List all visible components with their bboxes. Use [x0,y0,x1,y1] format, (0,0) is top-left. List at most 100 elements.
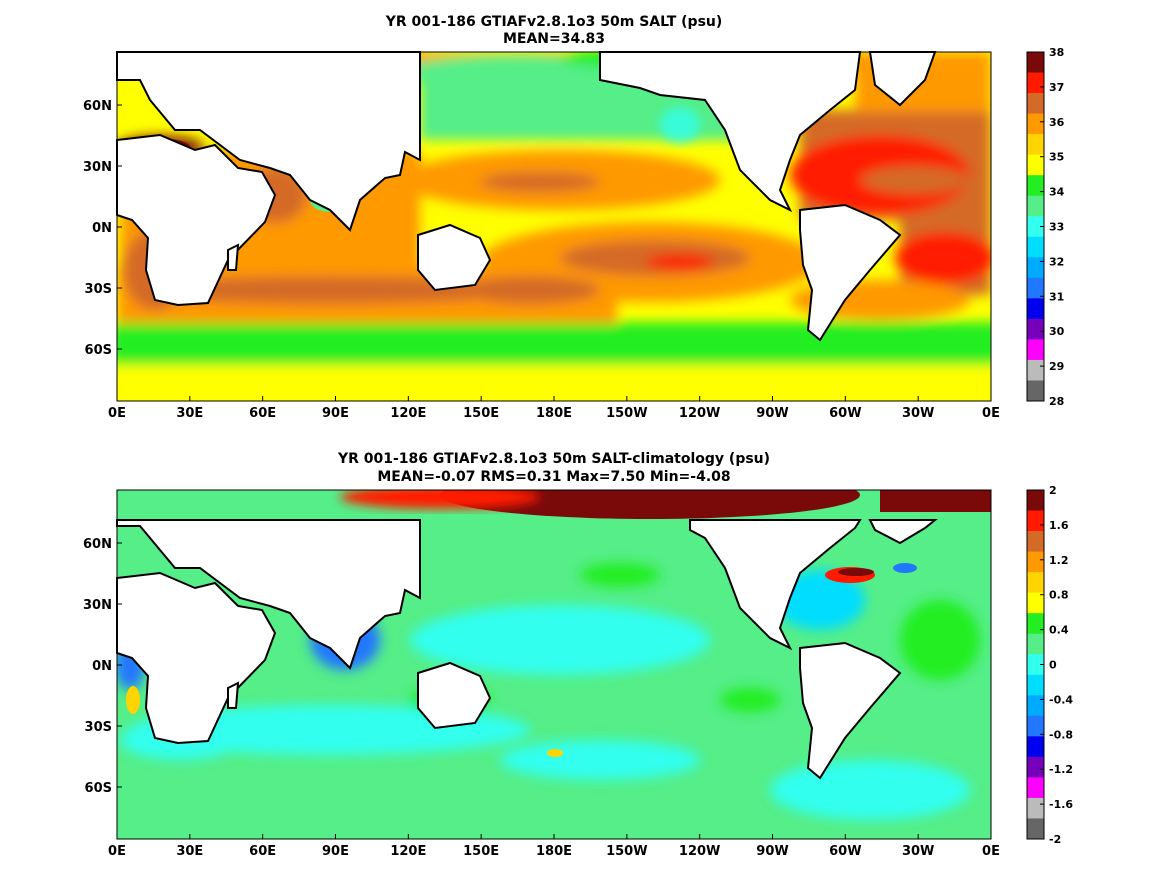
y-tick-label: 60S [85,781,112,796]
colorbar-swatch [1027,531,1044,553]
colorbar-swatch [1027,52,1044,74]
colorbar-tick-label: 1.2 [1049,554,1069,567]
colorbar-tick-label: 37 [1049,81,1064,94]
colorbar-swatch [1027,654,1044,676]
x-tick-label: 180E [536,406,572,421]
y-tick-label: 60N [83,99,112,114]
colorbar-swatch [1027,736,1044,758]
x-tick-label: 30E [176,844,203,859]
x-tick-label: 30W [902,406,934,421]
x-tick-label: 90E [322,406,349,421]
colorbar-swatch [1027,154,1044,176]
colorbar-swatch [1027,818,1044,840]
panel1-subtitle: MEAN=34.83 [503,31,605,47]
colorbar-swatch [1027,510,1044,532]
colorbar-tick-label: 32 [1049,255,1064,268]
colorbar-swatch [1027,490,1044,512]
colorbar-swatch [1027,633,1044,655]
x-tick-label: 120W [679,844,720,859]
colorbar-swatch [1027,777,1044,799]
panel2-x-axis: 0E 30E 60E 90E 120E 150E 180E 150W 120W 90W 60W 30W… [108,834,1000,859]
colorbar-tick-label: -0.4 [1049,693,1073,706]
colorbar-swatch [1027,72,1044,94]
panel1-title: YR 001-186 GTIAFv2.8.1o3 50m SALT (psu) [385,14,723,30]
x-tick-label: 0E [108,406,126,421]
x-tick-label: 150W [606,844,647,859]
x-tick-label: 60W [829,406,861,421]
colorbar-swatch [1027,175,1044,197]
colorbar-tick-label: 29 [1049,360,1064,373]
y-tick-label: 30S [85,720,112,735]
y-tick-label: 30S [85,282,112,297]
colorbar-swatch [1027,756,1044,778]
colorbar-tick-label: 36 [1049,116,1065,129]
colorbar-tick-label: 31 [1049,290,1064,303]
panel-salinity: YR 001-186 GTIAFv2.8.1o3 50m SALT (psu) … [83,14,1065,421]
panel2-title: YR 001-186 GTIAFv2.8.1o3 50m SALT-climat… [337,451,770,467]
colorbar-tick-label: 0 [1049,659,1057,672]
colorbar-tick-label: 30 [1049,325,1065,338]
colorbar-swatch [1027,216,1044,238]
x-tick-label: 120E [390,406,426,421]
colorbar-swatch [1027,134,1044,156]
colorbar-swatch [1027,277,1044,299]
colorbar-swatch [1027,695,1044,717]
colorbar-swatch [1027,592,1044,614]
colorbar-tick-label: 35 [1049,151,1064,164]
colorbar-tick-label: -2 [1049,833,1061,846]
colorbar-swatch [1027,359,1044,381]
y-tick-label: 0N [92,659,112,674]
colorbar-swatch [1027,797,1044,819]
colorbar-swatch [1027,613,1044,635]
x-tick-label: 150W [606,406,647,421]
x-tick-label: 150E [463,844,499,859]
colorbar-swatch [1027,572,1044,594]
colorbar-tick-label: 33 [1049,221,1064,234]
x-tick-label: 90W [756,406,788,421]
colorbar-swatch [1027,551,1044,573]
y-tick-label: 0N [92,221,112,236]
colorbar-swatch [1027,93,1044,115]
y-tick-label: 30N [83,160,112,175]
colorbar-tick-label: 0.8 [1049,589,1069,602]
colorbar-tick-label: -1.6 [1049,798,1073,811]
x-tick-label: 180E [536,844,572,859]
x-tick-label: 150E [463,406,499,421]
y-tick-label: 30N [83,598,112,613]
x-tick-label: 90E [322,844,349,859]
colorbar-tick-label: 38 [1049,46,1064,59]
x-tick-label: 120E [390,844,426,859]
colorbar-swatch [1027,257,1044,279]
panel1-land [116,51,937,342]
colorbar-tick-label: 28 [1049,395,1064,408]
colorbar-tick-label: 34 [1049,186,1065,199]
colorbar-swatch [1027,674,1044,696]
x-tick-label: 120W [679,406,720,421]
colorbar-tick-label: 1.6 [1049,519,1069,532]
panel2-y-axis: 60N 30N 0N 30S 60S [83,537,122,796]
colorbar-swatch [1027,113,1044,135]
panel2-land [116,519,938,780]
panel2-colorbar: 2 1.6 1.2 0.8 0.4 0 -0.4 -0.8 -1.2 -1.6 -2 [1026,484,1073,846]
panel1-x-axis: 0E 30E 60E 90E 120E 150E 180E 150W 120W 90W 60W 30W… [108,396,1000,421]
x-tick-label: 60E [249,406,276,421]
colorbar-tick-label: -1.2 [1049,763,1073,776]
colorbar-swatch [1027,339,1044,361]
x-tick-label: 90W [756,844,788,859]
x-tick-label: 60E [249,844,276,859]
colorbar-tick-label: 2 [1049,484,1057,497]
panel1-colorbar: 38 37 36 35 34 33 32 31 30 29 28 [1026,46,1065,408]
x-tick-label: 0E [982,406,1000,421]
colorbar-swatch [1027,715,1044,737]
colorbar-swatch [1027,380,1044,402]
colorbar-tick-label: 0.4 [1049,624,1069,637]
x-tick-label: 0E [108,844,126,859]
colorbar-swatch [1027,195,1044,217]
x-tick-label: 30E [176,406,203,421]
colorbar-swatch [1027,298,1044,320]
y-tick-label: 60S [85,343,112,358]
panel1-y-axis: 60N 30N 0N 30S 60S [83,99,122,358]
y-tick-label: 60N [83,537,112,552]
x-tick-label: 30W [902,844,934,859]
